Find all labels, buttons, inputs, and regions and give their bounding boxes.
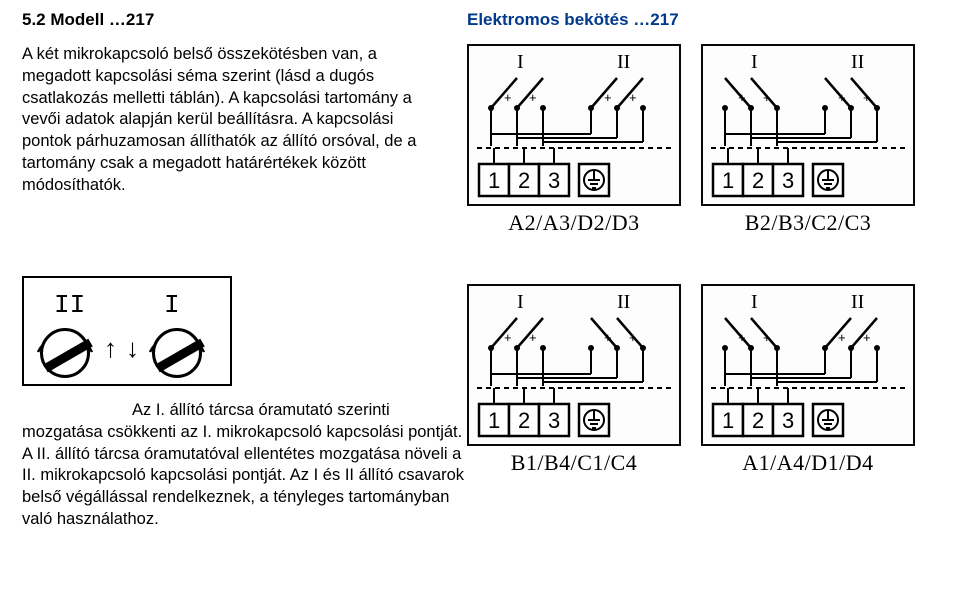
svg-text:2: 2 (752, 168, 764, 193)
svg-text:+: + (863, 90, 871, 105)
svg-text:+: + (629, 90, 637, 105)
text-column-1: 5.2 Modell …217 A két mikrokapcsoló bels… (22, 10, 467, 236)
dial-I (152, 328, 202, 378)
svg-text:II: II (617, 291, 630, 313)
diagram-caption: B1/B4/C1/C4 (467, 450, 681, 476)
diagram-caption: A2/A3/D2/D3 (467, 210, 681, 236)
wiring-diagram-b: I + + II (701, 44, 915, 206)
diagram-unit: I + + II (467, 284, 681, 476)
dial-II (40, 328, 90, 378)
svg-text:+: + (863, 330, 871, 345)
adjustment-diagram: II I ↑ ↓ (22, 276, 232, 386)
svg-text:+: + (738, 90, 746, 105)
svg-text:1: 1 (488, 168, 500, 193)
wiring-diagram-c: I + + II (467, 284, 681, 446)
svg-text:1: 1 (488, 408, 500, 433)
svg-text:+: + (629, 330, 637, 345)
section-title-wiring: Elektromos bekötés …217 (467, 10, 937, 30)
svg-text:3: 3 (782, 408, 794, 433)
diagram-caption: A1/A4/D1/D4 (701, 450, 915, 476)
roman-label: II (617, 51, 630, 73)
mid-row: II I ↑ ↓ Az I. állító tárcsa óramutató s… (22, 276, 938, 531)
wiring-diagram-a: I + + II (467, 44, 681, 206)
diagram-caption: B2/B3/C2/C3 (701, 210, 915, 236)
diagram-column-top: Elektromos bekötés …217 I + + (467, 10, 937, 236)
adjustment-description: Az I. állító tárcsa óramutató szerinti m… (22, 400, 467, 531)
svg-text:3: 3 (782, 168, 794, 193)
diagram-group-top: I + + II (467, 44, 937, 236)
svg-text:II: II (851, 51, 864, 73)
diagram-unit: I + + II (701, 284, 915, 476)
svg-text:3: 3 (548, 168, 560, 193)
adjustment-column: II I ↑ ↓ Az I. állító tárcsa óramutató s… (22, 276, 467, 531)
arrow-up-icon: ↑ (104, 333, 117, 364)
diagram-column-bottom: I + + II (467, 276, 937, 476)
diagram-unit: I + + II (467, 44, 681, 236)
top-row: 5.2 Modell …217 A két mikrokapcsoló bels… (22, 10, 938, 236)
svg-text:+: + (604, 330, 612, 345)
svg-text:+: + (763, 90, 771, 105)
svg-text:I: I (751, 51, 758, 73)
svg-text:+: + (529, 90, 537, 105)
svg-text:I: I (517, 291, 524, 313)
svg-text:II: II (851, 291, 864, 313)
svg-text:+: + (604, 90, 612, 105)
svg-text:+: + (763, 330, 771, 345)
svg-text:1: 1 (722, 168, 734, 193)
svg-text:2: 2 (518, 168, 530, 193)
diagram-unit: I + + II (701, 44, 915, 236)
wiring-diagram-d: I + + II (701, 284, 915, 446)
roman-label: I (517, 51, 524, 73)
svg-text:3: 3 (548, 408, 560, 433)
svg-text:2: 2 (752, 408, 764, 433)
svg-text:+: + (838, 330, 846, 345)
svg-text:+: + (504, 90, 512, 105)
svg-text:1: 1 (722, 408, 734, 433)
model-description: A két mikrokapcsoló belső összekötésben … (22, 44, 437, 196)
svg-text:+: + (504, 330, 512, 345)
svg-text:+: + (529, 330, 537, 345)
svg-text:+: + (738, 330, 746, 345)
svg-text:2: 2 (518, 408, 530, 433)
svg-text:+: + (838, 90, 846, 105)
diagram-group-bottom: I + + II (467, 284, 937, 476)
arrow-down-icon: ↓ (126, 333, 139, 364)
section-title-model: 5.2 Modell …217 (22, 10, 437, 30)
svg-text:I: I (751, 291, 758, 313)
